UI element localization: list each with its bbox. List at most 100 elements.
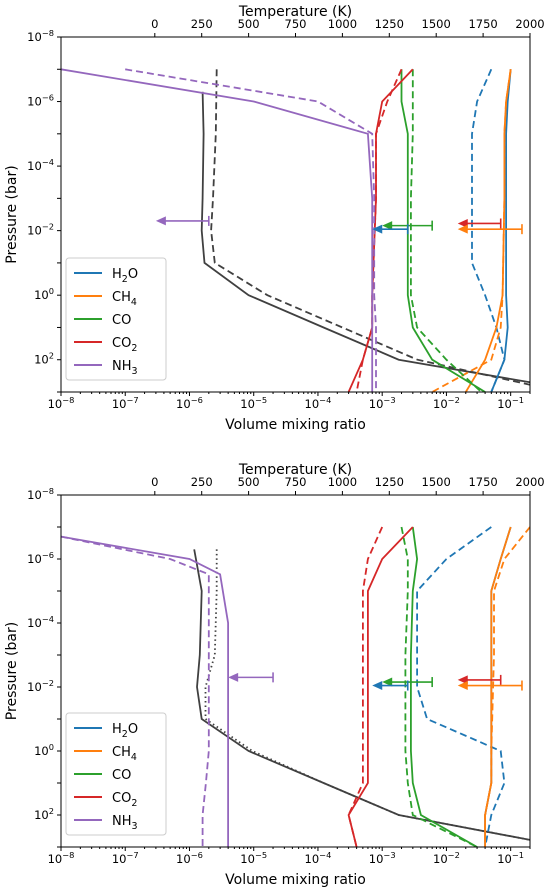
- y-tick-label: 102: [34, 806, 54, 822]
- temperature-profile-solid: [200, 91, 530, 384]
- series-line-nh3-dashed: [125, 68, 377, 392]
- upper-limit-arrow-co: [382, 220, 433, 231]
- legend-label-co2: CO2: [112, 336, 137, 354]
- x-tick-label: 10−2: [433, 395, 460, 411]
- x-tick-label: 10−6: [176, 395, 203, 411]
- series-line-ch4-dashed: [484, 526, 530, 847]
- top-x-tick-label: 1000: [328, 17, 357, 31]
- x-tick-label: 10−8: [48, 395, 75, 411]
- x-axis-label: Volume mixing ratio: [225, 872, 366, 888]
- x-tick-label: 10−3: [369, 850, 396, 866]
- series-line-co2-dashed: [347, 526, 384, 847]
- legend-box: [65, 712, 167, 836]
- upper-limit-arrow-co2: [457, 674, 502, 685]
- legend-box: [65, 257, 167, 381]
- top-x-tick-label: 0: [151, 17, 158, 31]
- top-x-axis-label: Temperature (K): [238, 4, 352, 20]
- plot-area: [61, 526, 530, 847]
- y-tick-label: 100: [34, 286, 54, 302]
- plot-area: [61, 68, 530, 392]
- legend-label-nh3: NH3: [112, 359, 138, 377]
- x-tick-label: 10−6: [176, 850, 203, 866]
- top-x-tick-label: 500: [238, 475, 260, 489]
- y-tick-label: 10−8: [27, 28, 54, 44]
- series-line-ch4-dashed: [431, 69, 512, 392]
- y-tick-label: 10−6: [27, 550, 54, 566]
- x-tick-label: 10−2: [433, 850, 460, 866]
- x-tick-label: 10−4: [305, 850, 332, 866]
- y-tick-label: 10−8: [27, 486, 54, 502]
- legend-label-ch4: CH4: [112, 745, 137, 763]
- series-line-h2o-dashed: [416, 526, 506, 847]
- top-x-tick-label: 1500: [422, 475, 451, 489]
- top-x-tick-label: 1750: [468, 475, 497, 489]
- temperature-profile-dotted: [204, 549, 530, 841]
- top-x-axis-label: Temperature (K): [238, 462, 352, 478]
- y-axis-label: Pressure (bar): [4, 165, 20, 263]
- x-tick-label: 10−1: [497, 850, 524, 866]
- series-line-co-solid: [400, 69, 486, 392]
- y-tick-label: 100: [34, 742, 54, 758]
- x-tick-label: 10−7: [112, 850, 139, 866]
- upper-limit-arrow-h2o: [372, 224, 409, 235]
- series-line-co-dashed: [400, 526, 478, 847]
- x-axis-label: Volume mixing ratio: [225, 417, 366, 433]
- series-line-h2o-solid: [490, 69, 512, 392]
- upper-limit-arrow-h2o: [372, 680, 409, 691]
- legend-label-h2o: H2O: [112, 267, 138, 285]
- legend-label-co2: CO2: [112, 791, 137, 809]
- x-tick-label: 10−1: [497, 395, 524, 411]
- upper-limit-arrow-nh3: [155, 215, 210, 226]
- y-tick-label: 10−2: [27, 221, 54, 237]
- top-x-tick-label: 750: [285, 475, 307, 489]
- series-line-nh3-solid: [61, 68, 374, 392]
- x-tick-label: 10−8: [48, 850, 75, 866]
- top-x-tick-label: 2000: [515, 475, 544, 489]
- series-line-h2o-dashed: [471, 68, 506, 392]
- legend-label-co: CO: [112, 768, 131, 783]
- top-x-tick-label: 250: [191, 17, 213, 31]
- top-x-tick-label: 250: [191, 475, 213, 489]
- top-x-tick-label: 1750: [468, 17, 497, 31]
- chart-panel-top: 10−8 10−7 10−6 10−5 10−4 10−3 10−2 10−1 Volume m…: [4, 4, 545, 433]
- y-tick-label: 10−2: [27, 678, 54, 694]
- series-line-co-solid: [410, 526, 478, 847]
- x-tick-label: 10−7: [112, 395, 139, 411]
- top-x-tick-label: 1250: [375, 475, 404, 489]
- series-line-co2-dashed: [355, 68, 403, 392]
- x-tick-label: 10−4: [305, 395, 332, 411]
- upper-limit-arrow-ch4: [457, 680, 523, 691]
- series-line-ch4-solid: [484, 526, 512, 847]
- x-tick-label: 10−3: [369, 395, 396, 411]
- legend-label-nh3: NH3: [112, 814, 138, 832]
- upper-limit-arrow-ch4: [457, 224, 523, 235]
- legend: H2O CH4 CO CO2 NH3: [65, 257, 167, 381]
- top-x-tick-label: 2000: [515, 17, 544, 31]
- temperature-profile-dashed: [210, 69, 530, 386]
- legend-label-h2o: H2O: [112, 722, 138, 740]
- y-axis-label: Pressure (bar): [4, 622, 20, 720]
- x-tick-label: 10−5: [240, 395, 267, 411]
- series-line-nh3-solid: [61, 535, 229, 847]
- y-tick-label: 10−4: [27, 157, 54, 173]
- upper-limit-arrow-co2: [457, 218, 502, 229]
- x-tick-label: 10−5: [240, 850, 267, 866]
- series-line-ch4-solid: [465, 69, 512, 392]
- top-x-tick-label: 1000: [328, 475, 357, 489]
- top-x-tick-label: 1250: [375, 17, 404, 31]
- upper-limit-arrow-nh3: [228, 672, 274, 683]
- series-line-nh3-dashed: [61, 535, 210, 847]
- top-x-tick-label: 1500: [422, 17, 451, 31]
- upper-limit-arrow-co: [382, 677, 433, 688]
- y-tick-label: 10−4: [27, 614, 54, 630]
- chart-panel-bottom: 10−8 10−7 10−6 10−5 10−4 10−3 10−2 10−1 Volume m…: [4, 462, 545, 888]
- legend: H2O CH4 CO CO2 NH3: [65, 712, 167, 836]
- top-x-tick-label: 750: [285, 17, 307, 31]
- legend-label-ch4: CH4: [112, 290, 137, 308]
- top-x-tick-label: 0: [151, 475, 158, 489]
- legend-label-co: CO: [112, 313, 131, 328]
- y-tick-label: 10−6: [27, 92, 54, 108]
- top-x-tick-label: 500: [238, 17, 260, 31]
- y-tick-label: 102: [34, 351, 54, 367]
